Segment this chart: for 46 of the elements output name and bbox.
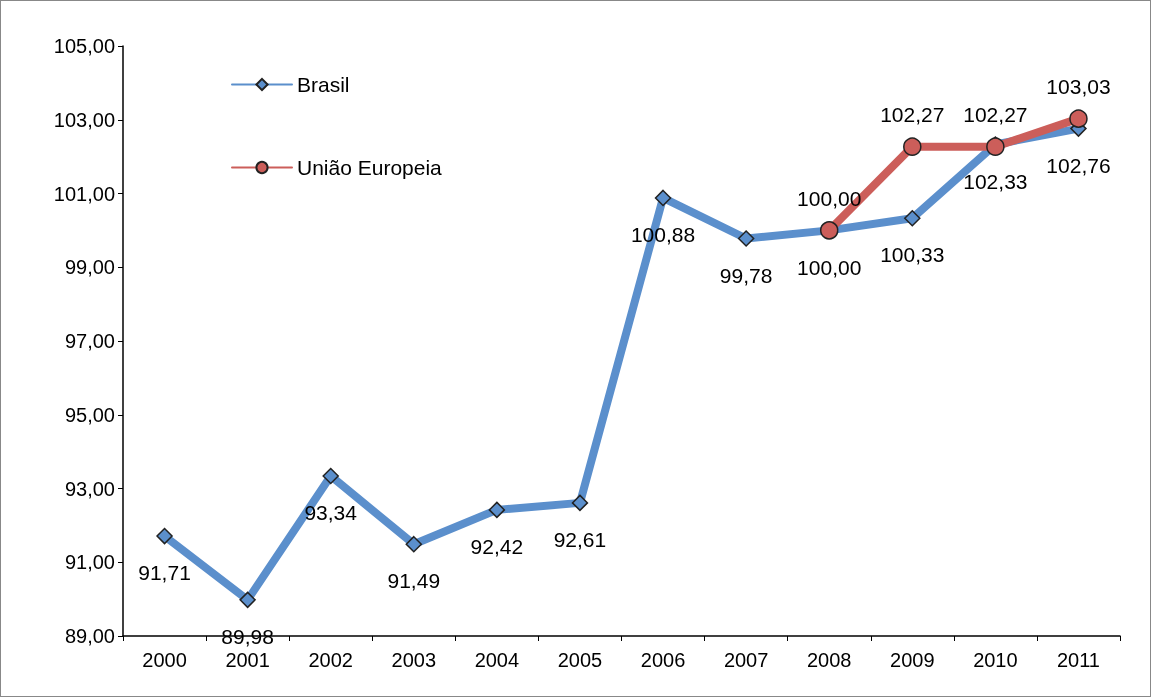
x-tick-label: 2001 — [225, 649, 270, 671]
point — [737, 230, 755, 247]
data-label: 100,00 — [797, 255, 862, 279]
point — [405, 535, 423, 553]
point — [1069, 109, 1088, 128]
point — [239, 591, 256, 609]
point — [903, 137, 922, 156]
x-tick-label: 2008 — [806, 649, 852, 671]
point — [904, 209, 921, 227]
data-label: 91,49 — [387, 569, 441, 593]
data-label: 102,33 — [963, 169, 1028, 193]
x-tick-label: 2006 — [640, 649, 686, 671]
x-tick-label: 2011 — [1056, 649, 1100, 671]
y-tick-label: 97,00 — [64, 330, 115, 352]
legend-label: União Europeia — [297, 156, 443, 179]
legend-label: Brasil — [297, 73, 350, 96]
data-label: 92,61 — [553, 528, 607, 552]
point — [571, 494, 589, 512]
x-tick-label: 2002 — [308, 649, 353, 671]
point — [156, 527, 173, 545]
y-tick-label: 95,00 — [64, 403, 115, 426]
y-tick-label: 99,00 — [64, 256, 115, 279]
x-tick-label: 2010 — [973, 649, 1018, 671]
x-tick-label: 2007 — [723, 649, 769, 671]
x-tick-label: 2000 — [142, 649, 187, 671]
point — [322, 467, 339, 485]
x-tick-label: 2003 — [391, 649, 437, 671]
y-tick-label: 89,00 — [64, 625, 115, 647]
x-tick-label: 2005 — [557, 649, 603, 671]
y-tick-label: 103,00 — [53, 108, 115, 131]
y-tick-label: 93,00 — [64, 477, 115, 500]
data-label: 99,78 — [719, 263, 773, 287]
data-label: 91,71 — [138, 561, 191, 585]
data-label: 102,27 — [880, 103, 945, 127]
data-label: 92,42 — [470, 535, 524, 559]
data-label: 102,76 — [1046, 153, 1111, 177]
y-tick-label: 105,00 — [53, 35, 115, 57]
data-label: 100,33 — [880, 243, 945, 267]
x-tick-label: 2004 — [474, 649, 520, 671]
point — [654, 189, 672, 207]
data-label: 103,03 — [1046, 75, 1111, 99]
y-tick-label: 101,00 — [53, 182, 115, 205]
point — [488, 501, 506, 519]
y-tick-label: 91,00 — [64, 551, 115, 574]
x-tick-label: 2009 — [890, 649, 935, 671]
data-label: 102,27 — [963, 103, 1028, 127]
